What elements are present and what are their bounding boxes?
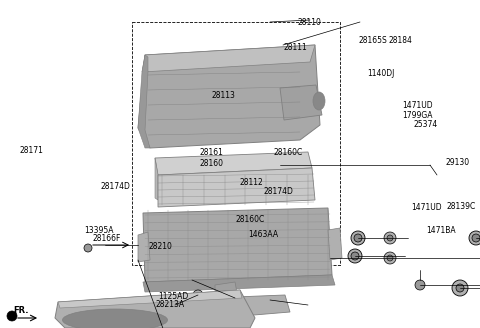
Text: 28213A: 28213A	[156, 300, 185, 309]
Text: 28139C: 28139C	[446, 202, 476, 211]
Text: 28210: 28210	[149, 242, 173, 251]
Polygon shape	[155, 158, 158, 200]
Circle shape	[351, 231, 365, 245]
Text: 1471UD: 1471UD	[402, 101, 432, 111]
Text: 28165S: 28165S	[358, 35, 387, 45]
Text: 1463AA: 1463AA	[248, 230, 278, 239]
Polygon shape	[280, 85, 322, 120]
Circle shape	[354, 234, 362, 242]
Text: 1140DJ: 1140DJ	[367, 69, 395, 78]
Circle shape	[195, 293, 201, 297]
Polygon shape	[158, 168, 315, 207]
Text: FR.: FR.	[13, 306, 29, 316]
Text: 28113: 28113	[211, 91, 235, 100]
Text: 28184: 28184	[389, 35, 413, 45]
Polygon shape	[55, 290, 255, 328]
Polygon shape	[143, 208, 332, 282]
Circle shape	[472, 234, 480, 242]
Circle shape	[193, 290, 203, 300]
Text: 28112: 28112	[240, 177, 264, 187]
Circle shape	[351, 252, 359, 260]
Text: 28171: 28171	[19, 146, 43, 155]
Text: 1471UD: 1471UD	[411, 203, 442, 212]
Polygon shape	[215, 282, 238, 300]
Text: 28110: 28110	[298, 18, 322, 28]
Circle shape	[384, 232, 396, 244]
Circle shape	[7, 311, 17, 321]
Text: 1799GA: 1799GA	[402, 111, 432, 120]
Text: 1125AD: 1125AD	[158, 292, 189, 301]
Text: 28111: 28111	[283, 43, 307, 52]
Text: 1471BA: 1471BA	[426, 226, 456, 235]
Ellipse shape	[313, 92, 325, 110]
Polygon shape	[138, 232, 150, 262]
Polygon shape	[328, 228, 342, 260]
Text: 28166F: 28166F	[93, 234, 121, 243]
Text: 28160C: 28160C	[235, 215, 264, 224]
Polygon shape	[143, 275, 335, 292]
Text: 28161: 28161	[199, 148, 223, 157]
Text: 28174D: 28174D	[264, 187, 294, 196]
Circle shape	[469, 231, 480, 245]
Circle shape	[415, 280, 425, 290]
Circle shape	[452, 280, 468, 296]
Circle shape	[456, 284, 464, 292]
Polygon shape	[155, 152, 312, 175]
Polygon shape	[138, 45, 320, 148]
Text: 28160C: 28160C	[274, 148, 303, 157]
Polygon shape	[142, 45, 315, 72]
Circle shape	[384, 252, 396, 264]
Polygon shape	[58, 290, 242, 308]
Ellipse shape	[62, 309, 168, 328]
Circle shape	[84, 244, 92, 252]
Text: 25374: 25374	[414, 120, 438, 130]
Circle shape	[387, 255, 393, 261]
Circle shape	[348, 249, 362, 263]
Polygon shape	[138, 55, 150, 148]
Text: 28160: 28160	[199, 159, 223, 169]
Text: 29130: 29130	[445, 158, 469, 167]
Text: 13395A: 13395A	[84, 226, 113, 235]
Polygon shape	[208, 295, 290, 318]
Text: 28174D: 28174D	[101, 182, 131, 192]
Circle shape	[387, 235, 393, 241]
